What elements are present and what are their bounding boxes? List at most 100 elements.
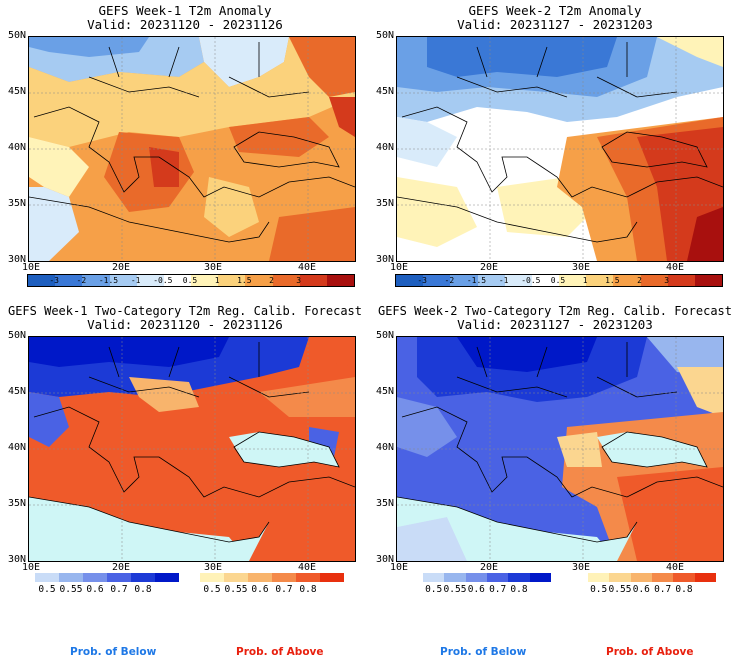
colorbar-swatch: [450, 275, 478, 286]
colorbar-tick-label: -2: [444, 276, 455, 285]
panel-title: GEFS Week-2 T2m Anomaly: [468, 3, 642, 18]
colorbar-swatch: [155, 573, 179, 582]
lat-label: 50N: [375, 30, 394, 41]
colorbar-swatch: [326, 275, 355, 286]
colorbar-swatch: [136, 275, 164, 286]
colorbar-swatch: [200, 573, 224, 582]
colorbar-swatch: [586, 275, 614, 286]
colorbar-swatch: [163, 275, 192, 286]
colorbar-swatch: [299, 275, 327, 286]
prob-below-colorbar: [423, 573, 551, 582]
colorbar-tick-label: 0.5: [38, 584, 56, 595]
lon-label: 10E: [389, 562, 409, 573]
colorbar-tick-label: -0.5: [521, 276, 541, 285]
lat-label: 40N: [375, 442, 394, 453]
colorbar-tick-label: 0.8: [134, 584, 152, 595]
prob-above-colorbar: [200, 573, 344, 582]
colorbar-tick-label: 0.55: [443, 584, 467, 595]
lat-label: 45N: [7, 86, 26, 97]
lon-label: 30E: [203, 562, 223, 573]
colorbar-tick-label: 0.5: [425, 584, 443, 595]
colorbar-tick-label: 1: [582, 276, 588, 285]
colorbar-tick-label: 0.7: [275, 584, 293, 595]
lat-label: 35N: [375, 198, 394, 209]
colorbar-tick-label: 2: [269, 276, 274, 285]
colorbar-tick-label: 3: [296, 276, 302, 285]
colorbar-tick-label: 0.5: [550, 276, 566, 285]
colorbar-swatch: [630, 573, 652, 582]
colorbar-tick-label: 2: [637, 276, 642, 285]
colorbar-tick-label: 3: [664, 276, 670, 285]
colorbar-swatch: [109, 275, 137, 286]
prob-above-caption: Prob. of Above: [236, 646, 324, 658]
lon-label: 10E: [21, 562, 41, 573]
colorbar-swatch: [504, 275, 532, 286]
lat-label: 50N: [7, 330, 26, 341]
anomaly-field: [29, 37, 355, 261]
colorbar-swatch: [83, 573, 107, 582]
colorbar-swatch: [320, 573, 344, 582]
colorbar-tick-label: 1.5: [237, 276, 252, 285]
lon-label: 10E: [21, 262, 41, 273]
colorbar-swatch: [272, 573, 296, 582]
map-week2-anomaly: [396, 36, 724, 262]
colorbar-tick-label: 0.55: [224, 584, 248, 595]
colorbar-tick-label: -1.5: [98, 276, 119, 285]
lat-label: 35N: [7, 198, 26, 209]
colorbar-tick-label: 0.7: [654, 584, 672, 595]
colorbar-swatch: [107, 573, 131, 582]
lon-label: 30E: [571, 562, 591, 573]
lat-label: 40N: [375, 142, 394, 153]
map-week1-probability: [28, 336, 356, 562]
panel-week1-probability: GEFS Week-1 Two-Category T2m Reg. Calib.…: [0, 300, 370, 662]
panel-week2-anomaly: GEFS Week-2 T2m Anomaly Valid: 20231127 …: [370, 0, 740, 300]
colorbar-tick-label: 0.6: [632, 584, 650, 595]
colorbar-tick-label: 0.7: [489, 584, 507, 595]
colorbar-swatch: [588, 573, 610, 582]
colorbar-swatch: [613, 275, 641, 286]
colorbar-swatch: [477, 275, 505, 286]
prob-above-colorbar: [588, 573, 716, 582]
colorbar-tick-label: 0.7: [110, 584, 128, 595]
panel-valid-date: Valid: 20231127 - 20231203: [457, 17, 653, 32]
prob-below-colorbar: [35, 573, 179, 582]
colorbar-swatch: [465, 573, 487, 582]
lat-label: 45N: [7, 386, 26, 397]
colorbar-swatch: [218, 275, 246, 286]
colorbar-swatch: [694, 573, 716, 582]
colorbar-tick-label: 1: [214, 276, 220, 285]
lat-label: 35N: [7, 498, 26, 509]
colorbar-tick-label: -1.5: [466, 276, 487, 285]
panel-valid-date: Valid: 20231127 - 20231203: [457, 317, 653, 332]
colorbar-swatch: [245, 275, 273, 286]
colorbar-swatch: [272, 275, 300, 286]
prob-below-caption: Prob. of Below: [70, 646, 157, 658]
anomaly-colorbar: [27, 274, 355, 287]
map-week2-probability: [396, 336, 724, 562]
lon-label: 40E: [297, 262, 317, 273]
colorbar-swatch: [651, 573, 674, 582]
colorbar-swatch: [248, 573, 272, 582]
lat-label: 50N: [7, 30, 26, 41]
colorbar-swatch: [444, 573, 466, 582]
colorbar-swatch: [82, 275, 110, 286]
map-week1-anomaly: [28, 36, 356, 262]
lat-label: 30N: [375, 254, 394, 265]
lat-label: 35N: [375, 498, 394, 509]
colorbar-tick-label: -3: [417, 276, 427, 285]
colorbar-tick-label: -0.5: [153, 276, 173, 285]
colorbar-swatch: [609, 573, 631, 582]
colorbar-tick-label: 0.5: [182, 276, 198, 285]
colorbar-tick-label: 1.5: [605, 276, 620, 285]
colorbar-swatch: [508, 573, 530, 582]
colorbar-tick-label: 0.55: [59, 584, 83, 595]
colorbar-swatch: [673, 573, 695, 582]
probability-field: [397, 337, 723, 561]
lat-label: 40N: [7, 142, 26, 153]
lon-label: 20E: [111, 562, 131, 573]
colorbar-swatch: [28, 275, 56, 286]
colorbar-swatch: [55, 275, 83, 286]
panel-valid-date: Valid: 20231120 - 20231126: [87, 17, 283, 32]
colorbar-tick-label: 0.8: [675, 584, 693, 595]
colorbar-swatch: [59, 573, 83, 582]
